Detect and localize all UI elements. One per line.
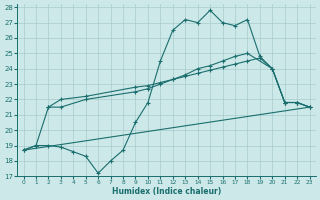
X-axis label: Humidex (Indice chaleur): Humidex (Indice chaleur): [112, 187, 221, 196]
